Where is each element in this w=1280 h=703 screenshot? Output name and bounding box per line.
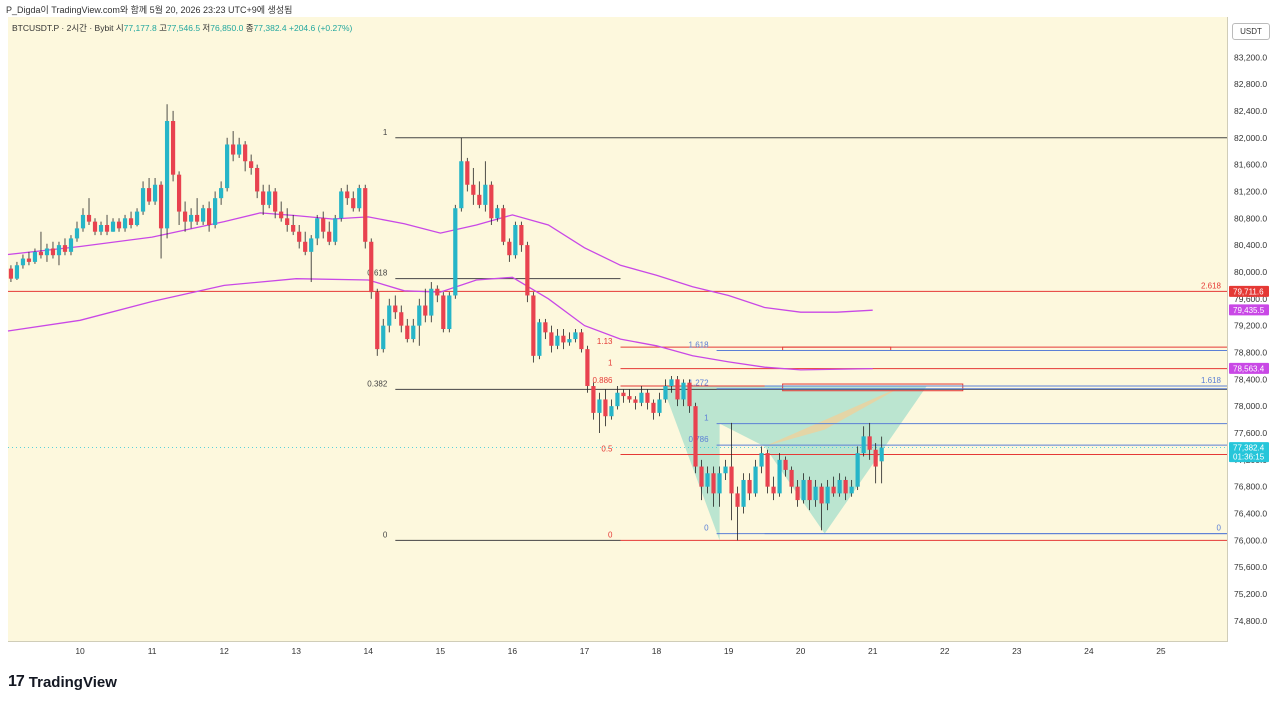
tradingview-logo-icon: 17 bbox=[8, 673, 25, 690]
footer-brand-text: TradingView bbox=[28, 673, 117, 691]
legend-open: 77,177.8 bbox=[123, 23, 157, 33]
legend-open-label: 시 bbox=[115, 23, 124, 33]
time-axis[interactable] bbox=[8, 642, 1227, 660]
legend-low: 76,850.0 bbox=[210, 23, 244, 33]
price-axis[interactable] bbox=[1228, 17, 1280, 641]
legend-change: +204.6 (+0.27%) bbox=[289, 23, 353, 33]
legend-close-label: 종 bbox=[245, 23, 254, 33]
attribution-text: P_Digda이 TradingView.com와 함께 5월 20, 2026… bbox=[6, 5, 293, 15]
legend-symbol: BTCUSDT.P · 2시간 · Bybit bbox=[12, 23, 114, 33]
attribution-bar: P_Digda이 TradingView.com와 함께 5월 20, 2026… bbox=[0, 0, 1280, 16]
legend-high-label: 고 bbox=[159, 23, 167, 33]
currency-button[interactable]: USDT bbox=[1232, 23, 1270, 40]
symbol-legend: BTCUSDT.P · 2시간 · Bybit 시77,177.8 고77,54… bbox=[12, 22, 352, 34]
legend-high: 77,546.5 bbox=[166, 23, 201, 33]
footer-brand[interactable]: 17 TradingView bbox=[8, 672, 117, 692]
legend-close: 77,382.4 bbox=[253, 23, 287, 33]
chart-pane[interactable] bbox=[8, 17, 1228, 642]
legend-low-label: 저 bbox=[202, 23, 211, 33]
